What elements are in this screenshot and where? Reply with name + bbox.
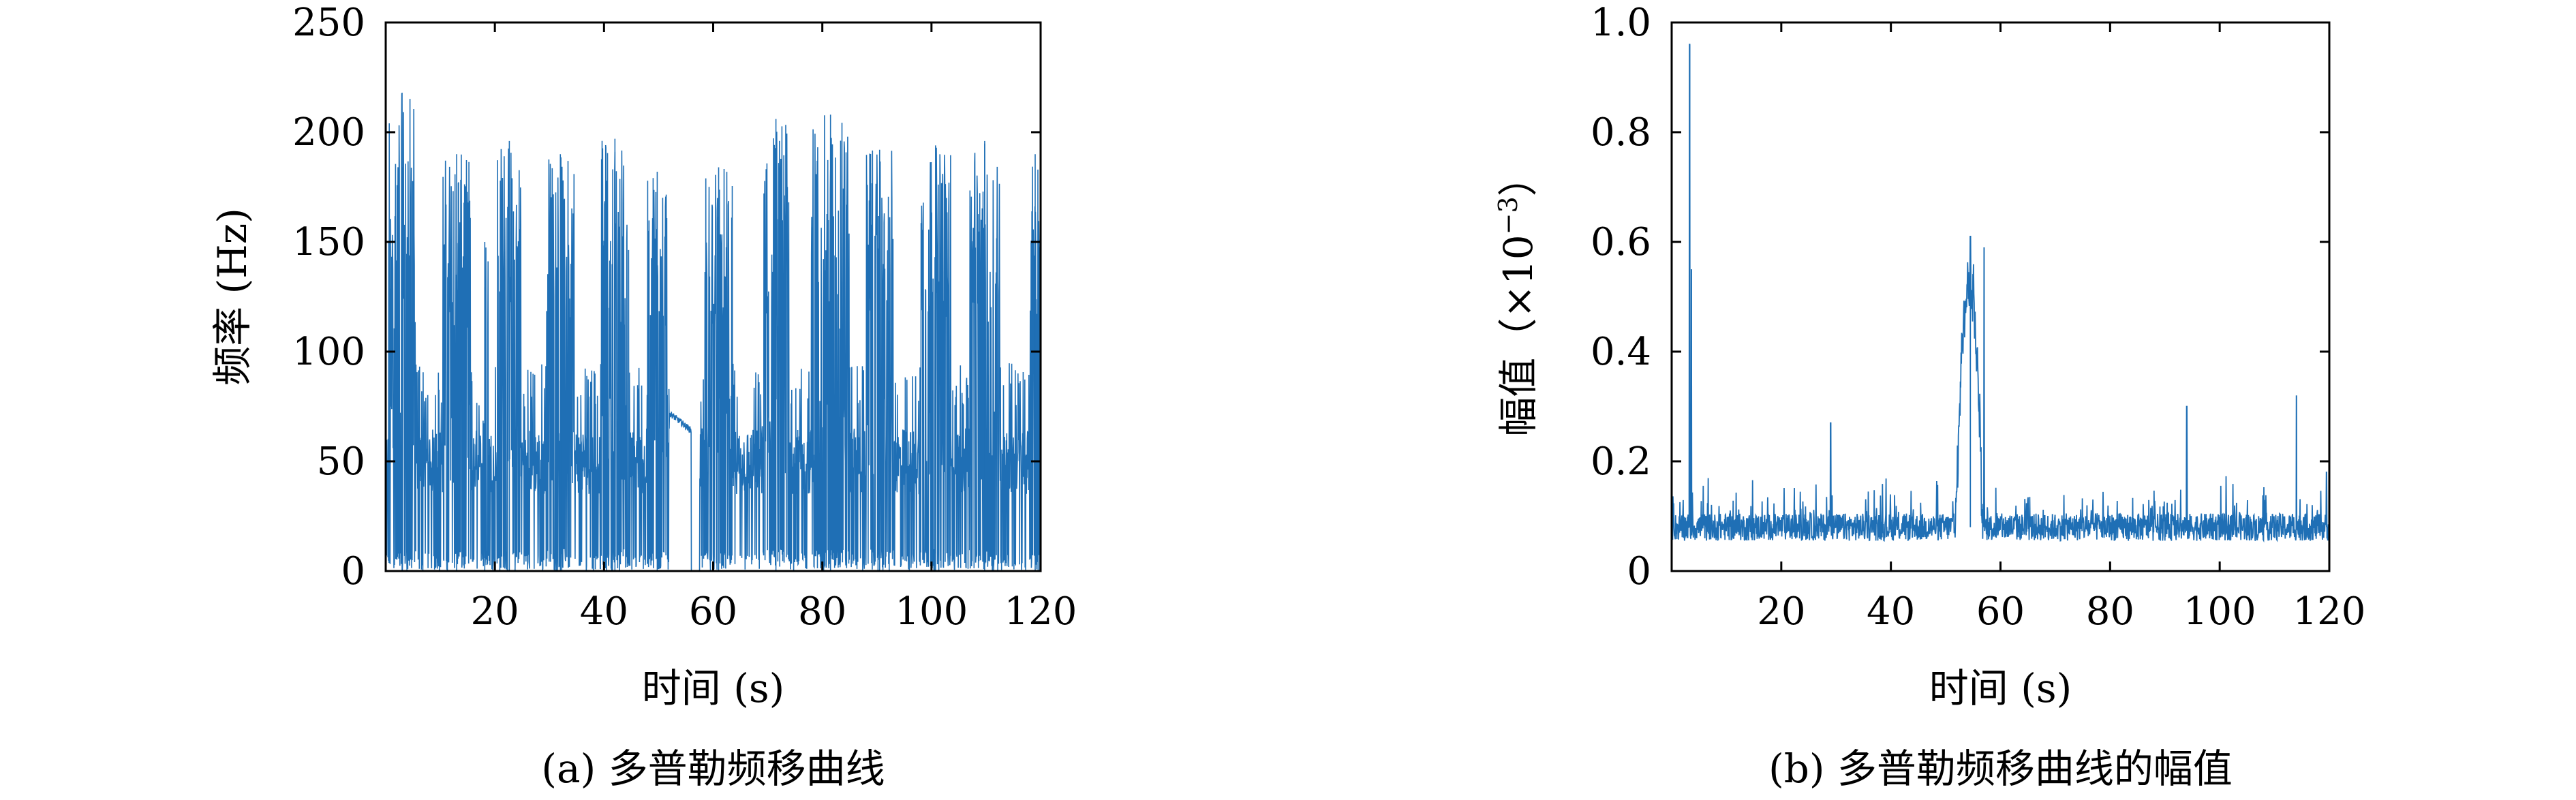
b-xtick-label: 40 xyxy=(1867,589,1915,634)
a-xtick-label: 120 xyxy=(1005,589,1077,634)
a-xtick-label: 20 xyxy=(471,589,519,634)
chart-doppler-amplitude: 20 40 60 80 100 120 0 0.2 0.4 0.6 0.8 1.0 时间 (s) 幅值… xyxy=(1493,1,2365,792)
b-ytick-label: 0 xyxy=(1627,549,1651,594)
chart-a-ticks: 20 40 60 80 100 120 0 50 100 150 200 250 xyxy=(292,1,1077,634)
b-ytick-label: 0.4 xyxy=(1591,330,1651,374)
chart-a-caption: (a) 多普勒频移曲线 xyxy=(541,745,885,792)
a-ytick-label: 50 xyxy=(317,440,365,484)
chart-b-plot-area xyxy=(1672,44,2329,543)
chart-b-axes-frame xyxy=(1670,21,2331,572)
chart-b-ticks: 20 40 60 80 100 120 0 0.2 0.4 0.6 0.8 1.0 xyxy=(1591,1,2366,634)
chart-doppler-frequency: 20 40 60 80 100 120 0 50 100 150 200 250 时间 (s) 频率 … xyxy=(209,1,1077,792)
b-xtick-label: 80 xyxy=(2086,589,2134,634)
a-ytick-label: 150 xyxy=(292,220,365,264)
b-xtick-label: 20 xyxy=(1757,589,1805,634)
a-ytick-label: 250 xyxy=(292,1,365,45)
a-ytick-label: 0 xyxy=(341,549,365,594)
chart-b-y-axis-label-close: ） xyxy=(1495,157,1542,196)
a-xtick-label: 100 xyxy=(895,589,968,634)
a-xtick-label: 80 xyxy=(798,589,846,634)
b-ytick-label: 0.2 xyxy=(1591,440,1651,484)
chart-a-y-axis-label: 频率 (Hz) xyxy=(209,208,256,386)
b-xtick-label: 100 xyxy=(2183,589,2256,634)
b-xtick-label: 120 xyxy=(2293,589,2366,634)
a-ytick-label: 100 xyxy=(292,330,365,374)
chart-b-y-axis-label-main: 幅值（×10 xyxy=(1495,234,1542,436)
chart-b-series-line xyxy=(1672,44,2329,543)
a-xtick-label: 60 xyxy=(689,589,737,634)
chart-b-y-axis-label-exponent: −3 xyxy=(1493,196,1523,234)
chart-a-x-axis-label: 时间 (s) xyxy=(642,665,784,711)
b-ytick-label: 0.8 xyxy=(1591,110,1651,155)
chart-b-y-axis-label: 幅值（×10−3） xyxy=(1493,157,1542,436)
b-ytick-label: 0.6 xyxy=(1591,220,1651,264)
a-ytick-label: 200 xyxy=(292,110,365,155)
chart-b-x-axis-label: 时间 (s) xyxy=(1929,665,2072,711)
b-ytick-label: 1.0 xyxy=(1591,1,1651,45)
chart-a-series-line xyxy=(386,93,1041,571)
a-xtick-label: 40 xyxy=(580,589,628,634)
chart-a-plot-area xyxy=(386,93,1041,571)
b-xtick-label: 60 xyxy=(1976,589,2025,634)
chart-b-caption: (b) 多普勒频移曲线的幅值 xyxy=(1768,745,2233,792)
